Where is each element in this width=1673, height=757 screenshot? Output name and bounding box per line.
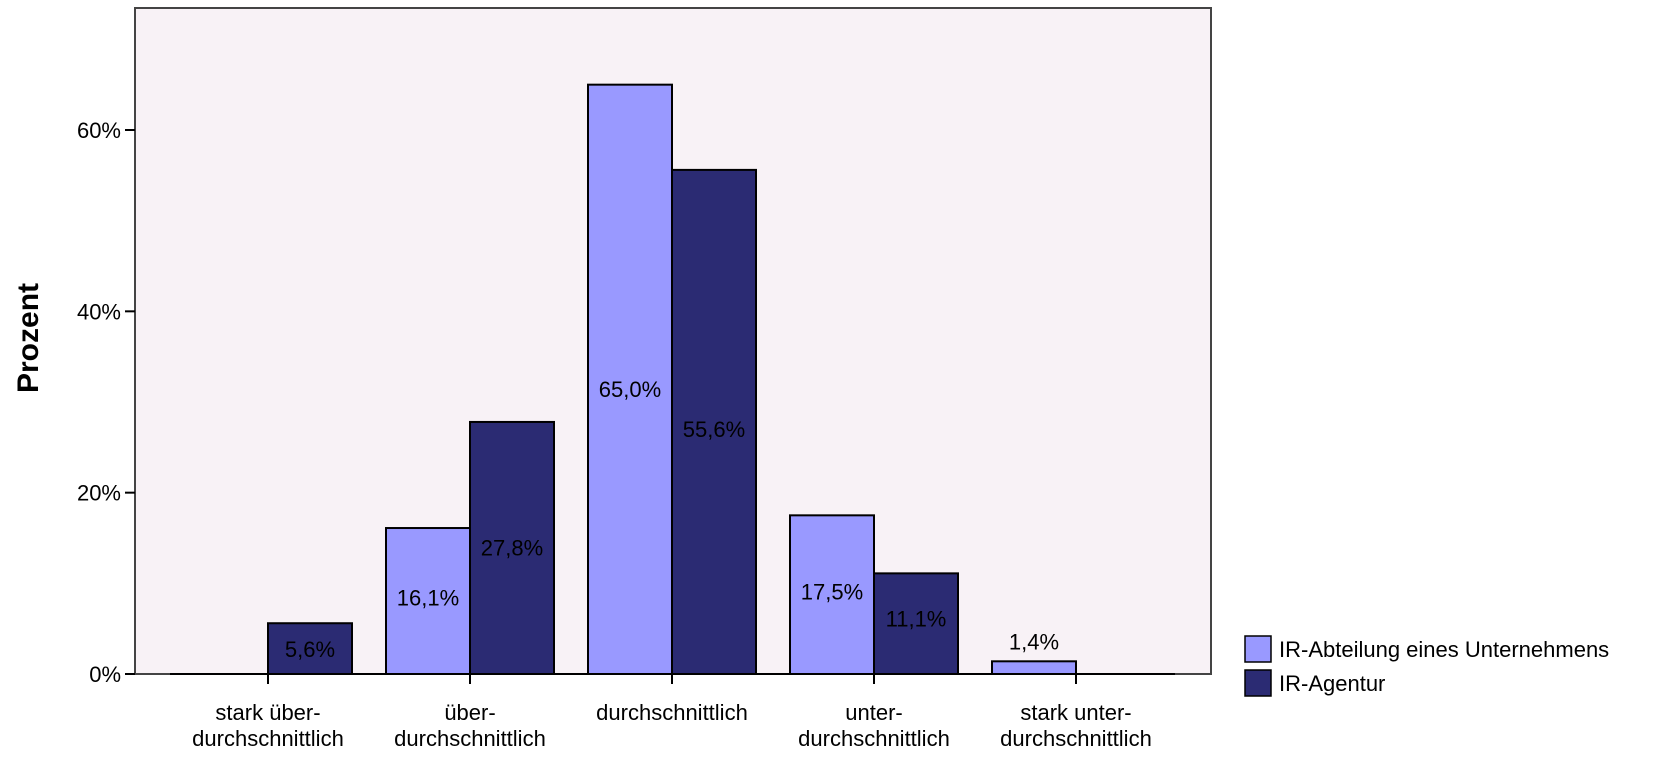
- bar-ir-abteilung-3: [789, 514, 875, 675]
- x-tick-label-line: durchschnittlich: [798, 726, 950, 751]
- data-label: 17,5%: [801, 579, 863, 604]
- bar-ir-agentur-1: [469, 420, 555, 675]
- axes: 0%20%40%60%stark über-durchschnittlichüb…: [77, 118, 1152, 751]
- bar-ir-abteilung-1: [385, 527, 471, 675]
- x-tick-label-line: über-: [444, 700, 495, 725]
- x-tick-label-line: durchschnittlich: [1000, 726, 1152, 751]
- legend: IR-Abteilung eines Unternehmens IR-Agentu…: [1244, 635, 1609, 697]
- data-label: 16,1%: [397, 585, 459, 610]
- x-tick-label-line: unter-: [845, 700, 902, 725]
- data-label: 5,6%: [285, 637, 335, 662]
- bar-ir-abteilung-2: [587, 83, 673, 675]
- bar-ir-abteilung-4: [991, 660, 1077, 675]
- x-tick-label-line: stark unter-: [1020, 700, 1131, 725]
- x-tick-label: durchschnittlich: [596, 700, 748, 725]
- y-tick-label: 60%: [77, 118, 121, 143]
- data-label: 65,0%: [599, 377, 661, 402]
- x-tick-label: stark über-durchschnittlich: [192, 700, 344, 751]
- x-tick-label: unter-durchschnittlich: [798, 700, 950, 751]
- legend-swatch: [1244, 669, 1272, 697]
- y-tick-label: 0%: [89, 662, 121, 687]
- x-tick-label: stark unter-durchschnittlich: [1000, 700, 1152, 751]
- x-tick-label-line: durchschnittlich: [394, 726, 546, 751]
- data-label: 11,1%: [886, 607, 947, 632]
- x-tick-label-line: durchschnittlich: [596, 700, 748, 725]
- bars-layer: 16,1% 65,0% 17,5% 1,4% 5,6% 27,8% 55,6% 11,1%: [170, 83, 1175, 676]
- x-tick-label-line: stark über-: [215, 700, 320, 725]
- y-axis-label: Prozent: [12, 283, 45, 393]
- bar-ir-agentur-2: [671, 168, 757, 675]
- legend-label: IR-Abteilung eines Unternehmens: [1279, 637, 1609, 662]
- data-label: 55,6%: [683, 417, 745, 442]
- data-label: 27,8%: [481, 536, 543, 561]
- legend-swatch: [1244, 635, 1272, 663]
- data-label: 1,4%: [1009, 629, 1059, 654]
- y-tick-label: 20%: [77, 481, 121, 506]
- bar-ir-agentur-0: [267, 622, 353, 676]
- legend-label: IR-Agentur: [1279, 671, 1385, 696]
- x-tick-label: über-durchschnittlich: [394, 700, 546, 751]
- y-tick-label: 40%: [77, 299, 121, 324]
- x-tick-label-line: durchschnittlich: [192, 726, 344, 751]
- bar-ir-agentur-3: [873, 572, 959, 675]
